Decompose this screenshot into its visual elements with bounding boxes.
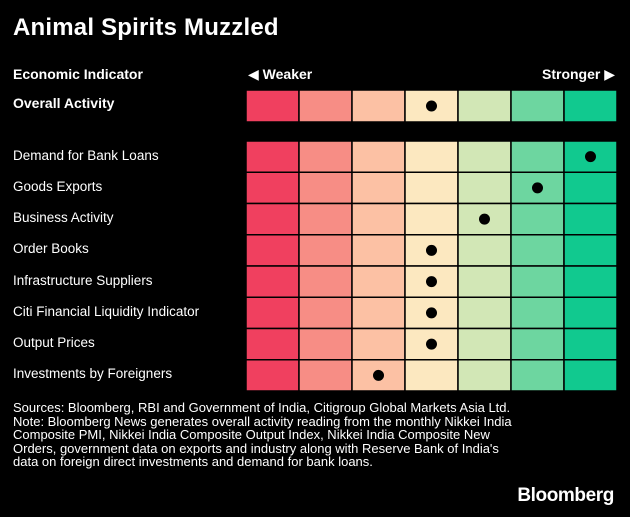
row-6-level-marker xyxy=(426,338,437,350)
row-label-0: Demand for Bank Loans xyxy=(13,147,159,163)
row-1-cell-5 xyxy=(457,171,512,205)
row-4-cell-1 xyxy=(245,265,300,298)
row-1-cell-7 xyxy=(563,171,618,205)
overall-cell-3 xyxy=(351,89,406,123)
row-7-cell-5 xyxy=(457,359,512,392)
row-0-cell-6 xyxy=(510,140,565,173)
overall-cell-1 xyxy=(245,89,300,123)
row-label-6: Output Prices xyxy=(13,335,95,351)
row-6-cell-1 xyxy=(245,327,300,361)
weaker-scale-label: ◀ Weaker xyxy=(248,66,313,82)
stronger-scale-label: Stronger ▶ xyxy=(542,66,615,82)
row-0-cell-5 xyxy=(457,140,512,173)
row-label-4: Infrastructure Suppliers xyxy=(13,272,153,288)
row-6-cell-6 xyxy=(510,327,565,361)
row-7-cell-4 xyxy=(404,359,459,392)
row-2-cell-3 xyxy=(351,202,406,236)
row-7-cell-7 xyxy=(563,359,618,392)
row-3-cell-6 xyxy=(510,234,565,267)
bloomberg-logo: Bloomberg xyxy=(517,485,614,506)
row-6-cell-2 xyxy=(298,327,353,361)
row-5-cell-5 xyxy=(457,296,512,330)
row-5-cell-2 xyxy=(298,296,353,330)
row-6-cell-3 xyxy=(351,327,406,361)
row-3-cell-2 xyxy=(298,234,353,267)
row-0-cell-1 xyxy=(245,140,300,173)
row-label-3: Order Books xyxy=(13,241,89,257)
chart-title: Animal Spirits Muzzled xyxy=(13,14,279,41)
overall-cell-5 xyxy=(457,89,512,123)
row-1-level-marker xyxy=(532,182,543,194)
row-1-cell-2 xyxy=(298,171,353,205)
row-6-cell-7 xyxy=(563,327,618,361)
row-1-cell-4 xyxy=(404,171,459,205)
row-1-cell-3 xyxy=(351,171,406,205)
row-0-cell-3 xyxy=(351,140,406,173)
row-label-1: Goods Exports xyxy=(13,178,103,194)
overall-cell-7 xyxy=(563,89,618,123)
overall-cell-2 xyxy=(298,89,353,123)
row-4-cell-6 xyxy=(510,265,565,298)
row-5-cell-6 xyxy=(510,296,565,330)
row-2-cell-2 xyxy=(298,202,353,236)
row-label-7: Investments by Foreigners xyxy=(13,366,173,382)
row-3-cell-5 xyxy=(457,234,512,267)
overall-cell-6 xyxy=(510,89,565,123)
row-5-level-marker xyxy=(426,307,437,319)
row-5-cell-1 xyxy=(245,296,300,330)
row-2-cell-4 xyxy=(404,202,459,236)
row-4-cell-3 xyxy=(351,265,406,298)
row-2-cell-1 xyxy=(245,202,300,236)
row-0-cell-4 xyxy=(404,140,459,173)
row-6-cell-5 xyxy=(457,327,512,361)
overall-level-marker xyxy=(426,100,437,112)
footnote: Sources: Bloomberg, RBI and Government o… xyxy=(13,400,512,469)
row-5-cell-3 xyxy=(351,296,406,330)
row-4-cell-7 xyxy=(563,265,618,298)
row-7-cell-2 xyxy=(298,359,353,392)
row-7-cell-6 xyxy=(510,359,565,392)
row-3-cell-1 xyxy=(245,234,300,267)
row-2-level-marker xyxy=(479,213,490,225)
row-7-level-marker xyxy=(373,369,384,381)
heatmap-grid xyxy=(245,89,618,392)
row-5-cell-7 xyxy=(563,296,618,330)
row-label-5: Citi Financial Liquidity Indicator xyxy=(13,303,200,319)
row-4-level-marker xyxy=(426,276,437,288)
row-2-cell-7 xyxy=(563,202,618,236)
row-0-cell-2 xyxy=(298,140,353,173)
row-4-cell-5 xyxy=(457,265,512,298)
row-2-cell-6 xyxy=(510,202,565,236)
row-4-cell-2 xyxy=(298,265,353,298)
row-3-cell-7 xyxy=(563,234,618,267)
overall-activity-label: Overall Activity xyxy=(13,95,115,111)
row-1-cell-1 xyxy=(245,171,300,205)
indicator-column-header: Economic Indicator xyxy=(13,66,143,82)
row-7-cell-1 xyxy=(245,359,300,392)
row-label-2: Business Activity xyxy=(13,210,114,226)
row-3-level-marker xyxy=(426,244,437,256)
row-3-cell-3 xyxy=(351,234,406,267)
row-0-level-marker xyxy=(585,151,596,163)
